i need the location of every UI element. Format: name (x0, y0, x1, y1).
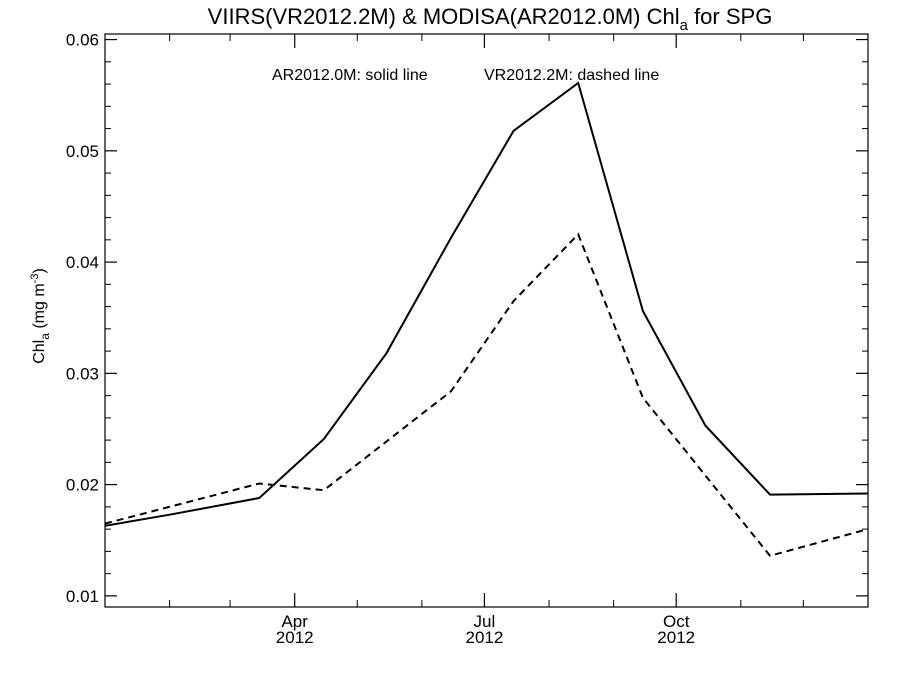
y-axis-label-subscript: a (38, 333, 52, 340)
y-tick-label: 0.01 (66, 587, 99, 606)
chart-title-subscript: a (680, 17, 689, 34)
y-axis-label: Chla (mg m-3) (29, 268, 52, 364)
annotation-solid-line: AR2012.0M: solid line (272, 67, 428, 84)
plot-border (104, 33, 869, 608)
chart-title-suffix: for SPG (688, 4, 772, 29)
y-tick-label: 0.02 (66, 476, 99, 495)
x-tick-label-month: Oct (663, 612, 690, 631)
x-tick-label-month: Jul (474, 612, 496, 631)
y-axis-label-close: ) (31, 268, 48, 273)
y-axis-label-unit: (mg m (31, 283, 48, 333)
y-tick-label: 0.04 (66, 253, 99, 272)
plot-frame (104, 33, 869, 608)
chart-title: VIIRS(VR2012.2M) & MODISA(AR2012.0M) Chl… (208, 4, 773, 34)
x-tick-label-year: 2012 (657, 628, 695, 647)
x-tick-label-year: 2012 (276, 628, 314, 647)
chart-title-text: VIIRS(VR2012.2M) & MODISA(AR2012.0M) Chl (208, 4, 680, 29)
y-axis-label-superscript: -3 (29, 274, 41, 284)
series-line-solid (104, 81, 869, 527)
y-axis: 0.01 0.02 0.03 0.04 0.05 0.06 (66, 31, 868, 606)
y-tick-label: 0.06 (66, 31, 99, 50)
y-tick-label: 0.03 (66, 364, 99, 383)
series-layer (104, 81, 869, 557)
annotation-dashed-line: VR2012.2M: dashed line (484, 67, 659, 84)
y-axis-label-text: Chl (31, 340, 48, 364)
x-tick-label-month: Apr (281, 612, 308, 631)
series-line-dashed (104, 232, 869, 557)
y-tick-label: 0.05 (66, 142, 99, 161)
x-tick-label-year: 2012 (466, 628, 504, 647)
